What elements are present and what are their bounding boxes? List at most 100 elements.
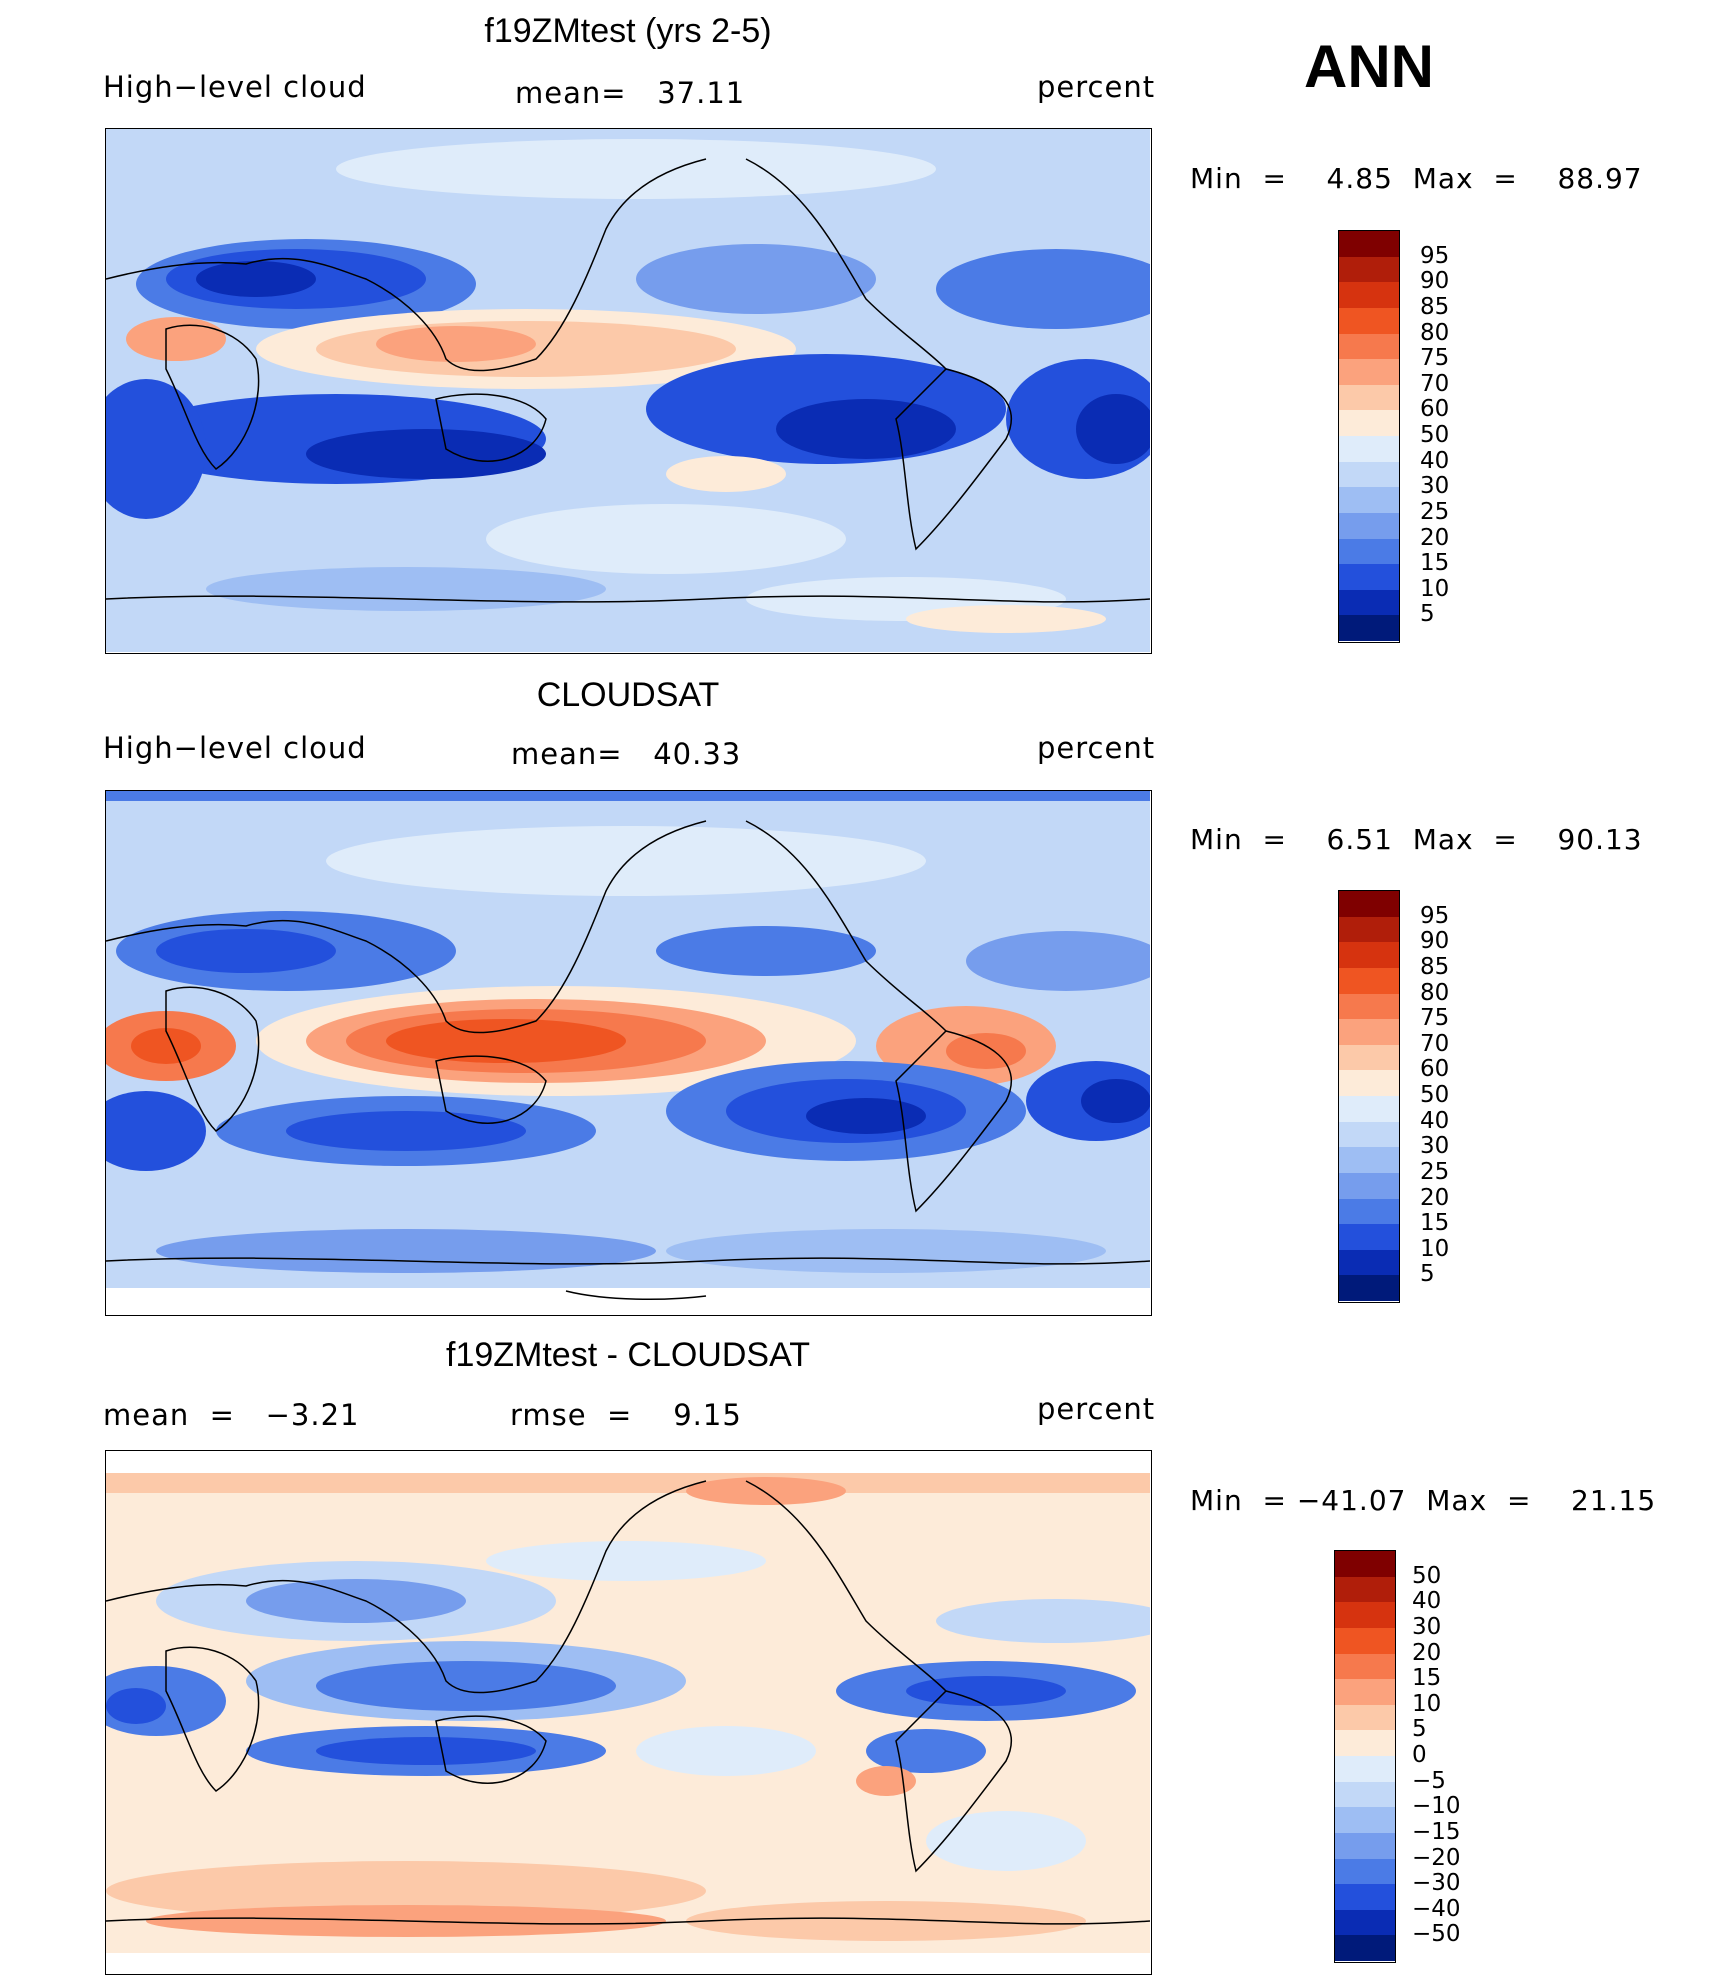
panel1-coastlines — [106, 158, 1150, 603]
colorbar-tick-label: 10 — [1420, 575, 1450, 602]
colorbar-tick-label: 0 — [1412, 1742, 1427, 1768]
colorbar-tick-label: 40 — [1420, 447, 1450, 474]
colorbar-swatch — [1339, 436, 1399, 462]
colorbar-swatch — [1339, 487, 1399, 513]
colorbar-swatch — [1339, 461, 1399, 488]
colorbar-swatch — [1335, 1704, 1395, 1731]
colorbar-tick-label: 20 — [1412, 1639, 1442, 1666]
colorbar-swatch — [1335, 1551, 1395, 1577]
colorbar-swatch — [1339, 564, 1399, 590]
colorbar-tick-label: −10 — [1412, 1793, 1461, 1820]
panel2-colorbar-labels: 95 90 85 80 75 70 60 50 40 30 25 20 15 10 5 — [1420, 890, 1480, 1303]
colorbar-tick-label: −50 — [1412, 1921, 1461, 1948]
colorbar-swatch — [1339, 589, 1399, 616]
colorbar-tick-label: 95 — [1420, 242, 1450, 269]
panel2-min-max: Min = 6.51 Max = 90.13 — [1190, 823, 1643, 856]
colorbar-swatch — [1339, 1224, 1399, 1250]
colorbar-tick-label: 75 — [1420, 1005, 1450, 1032]
colorbar-swatch — [1339, 1019, 1399, 1045]
colorbar-swatch — [1339, 967, 1399, 994]
colorbar-tick-label: 80 — [1420, 319, 1450, 346]
panel1-colorbar — [1338, 230, 1400, 643]
panel2-title: CLOUDSAT — [536, 676, 720, 714]
colorbar-tick-label: −5 — [1412, 1767, 1446, 1794]
colorbar-tick-label: 20 — [1420, 1184, 1450, 1211]
colorbar-swatch — [1339, 942, 1399, 968]
colorbar-tick-label: −30 — [1412, 1870, 1461, 1897]
colorbar-tick-label: 90 — [1420, 928, 1450, 955]
panel3-colorbar — [1334, 1550, 1396, 1963]
panel3-field — [106, 1473, 1150, 1941]
colorbar-tick-label: 90 — [1420, 268, 1450, 295]
season-label: ANN — [1304, 33, 1434, 100]
colorbar-swatch — [1339, 359, 1399, 385]
colorbar-tick-label: 40 — [1412, 1588, 1442, 1615]
colorbar-tick-label: 5 — [1412, 1716, 1427, 1743]
colorbar-tick-label: 50 — [1420, 1082, 1450, 1108]
colorbar-tick-label: 30 — [1420, 1133, 1450, 1160]
colorbar-tick-label: 15 — [1420, 550, 1450, 577]
colorbar-swatch — [1339, 512, 1399, 539]
panel2-field — [106, 791, 1150, 1273]
colorbar-tick-label: 40 — [1420, 1107, 1450, 1134]
colorbar-swatch — [1339, 1275, 1399, 1301]
panel2-units-label: percent — [1037, 731, 1156, 765]
colorbar-swatch — [1339, 538, 1399, 565]
panel1-left-label: High−level cloud — [103, 70, 367, 104]
colorbar-swatch — [1335, 1935, 1395, 1961]
panel2-map — [105, 790, 1152, 1316]
panel2-mean-label: mean= 40.33 — [511, 737, 742, 771]
colorbar-swatch — [1339, 993, 1399, 1020]
panel1-title: f19ZMtest (yrs 2-5) — [484, 12, 772, 50]
colorbar-swatch — [1339, 282, 1399, 308]
colorbar-tick-label: 10 — [1412, 1690, 1442, 1717]
colorbar-tick-label: 80 — [1420, 979, 1450, 1006]
panel1-units-label: percent — [1037, 70, 1156, 104]
panel3-rmse-label: rmse = 9.15 — [510, 1398, 742, 1432]
colorbar-swatch — [1335, 1679, 1395, 1705]
colorbar-swatch — [1339, 1096, 1399, 1122]
colorbar-tick-label: 30 — [1420, 473, 1450, 500]
colorbar-swatch — [1339, 891, 1399, 917]
panel3-min-max: Min = −41.07 Max = 21.15 — [1190, 1484, 1657, 1517]
panel3-units-label: percent — [1037, 1392, 1156, 1426]
panel2-left-label: High−level cloud — [103, 731, 367, 765]
colorbar-swatch — [1339, 1249, 1399, 1276]
colorbar-tick-label: 25 — [1420, 498, 1450, 525]
panel3-title: f19ZMtest - CLOUDSAT — [446, 1336, 810, 1374]
colorbar-swatch — [1335, 1832, 1395, 1859]
colorbar-swatch — [1335, 1909, 1395, 1936]
colorbar-tick-label: 50 — [1420, 422, 1450, 448]
colorbar-swatch — [1339, 1147, 1399, 1173]
panel1-min-max: Min = 4.85 Max = 88.97 — [1190, 162, 1643, 195]
colorbar-tick-label: 30 — [1412, 1613, 1442, 1640]
colorbar-swatch — [1335, 1627, 1395, 1654]
colorbar-swatch — [1339, 1044, 1399, 1071]
colorbar-swatch — [1335, 1781, 1395, 1808]
colorbar-tick-label: 70 — [1420, 370, 1450, 397]
colorbar-tick-label: 15 — [1420, 1210, 1450, 1237]
panel1-field — [106, 139, 1150, 633]
panel2-colorbar — [1338, 890, 1400, 1303]
colorbar-tick-label: 5 — [1420, 1261, 1435, 1288]
colorbar-swatch — [1335, 1756, 1395, 1782]
colorbar-tick-label: 60 — [1420, 396, 1450, 423]
colorbar-tick-label: 85 — [1420, 953, 1450, 980]
panel3-coastlines — [106, 1480, 1150, 1925]
colorbar-tick-label: 5 — [1420, 601, 1435, 628]
colorbar-tick-label: 95 — [1420, 902, 1450, 929]
colorbar-tick-label: 20 — [1420, 524, 1450, 551]
panel1-mean-label: mean= 37.11 — [515, 76, 746, 110]
colorbar-swatch — [1339, 231, 1399, 257]
colorbar-tick-label: 60 — [1420, 1056, 1450, 1083]
colorbar-tick-label: 50 — [1412, 1562, 1442, 1589]
colorbar-tick-label: 85 — [1420, 293, 1450, 320]
colorbar-tick-label: 15 — [1412, 1665, 1442, 1692]
colorbar-swatch — [1335, 1576, 1395, 1603]
colorbar-tick-label: 70 — [1420, 1030, 1450, 1057]
colorbar-swatch — [1335, 1602, 1395, 1628]
panel3-mean-label: mean = −3.21 — [103, 1398, 360, 1432]
colorbar-swatch — [1339, 1198, 1399, 1225]
colorbar-tick-label: 75 — [1420, 345, 1450, 372]
colorbar-swatch — [1339, 256, 1399, 283]
